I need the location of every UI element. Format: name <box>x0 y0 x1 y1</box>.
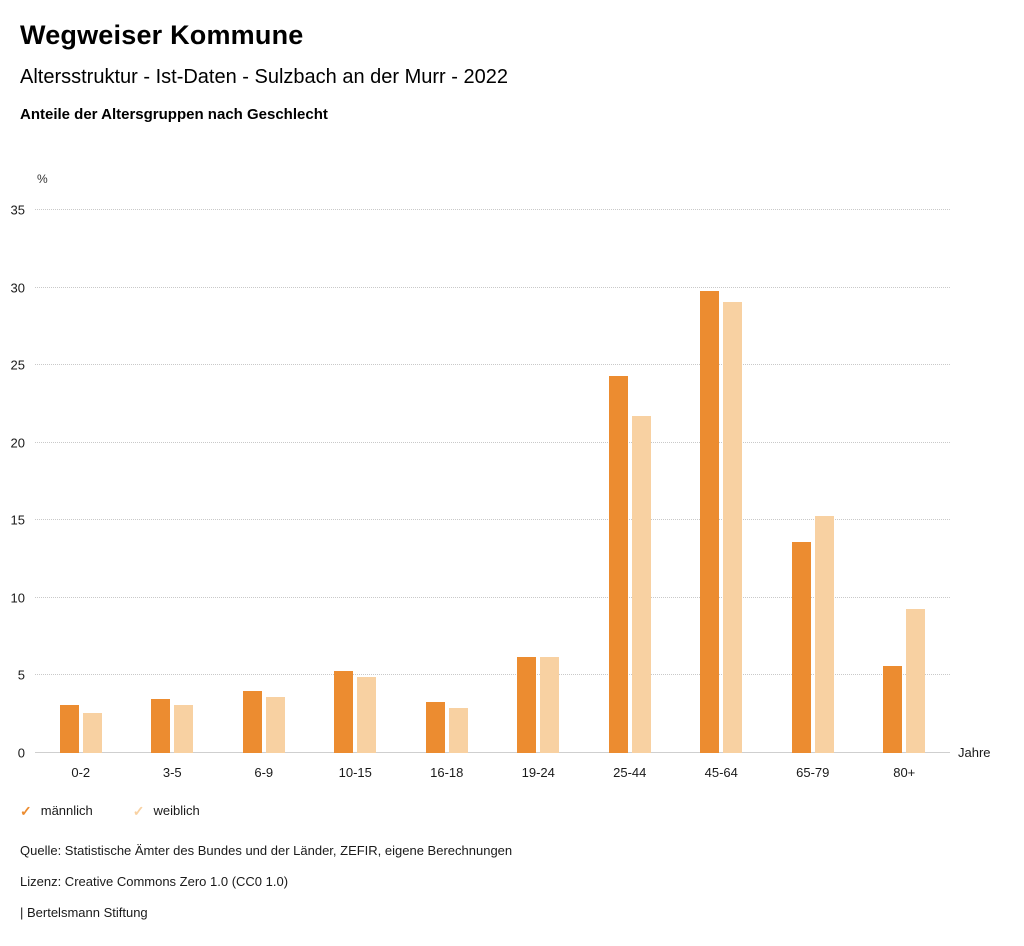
gridline <box>35 209 950 210</box>
bar-weiblich[interactable] <box>82 712 102 753</box>
bar-group <box>425 210 468 753</box>
bar-männlich[interactable] <box>334 670 354 753</box>
bar-group <box>242 210 285 753</box>
y-axis-tick-label: 15 <box>10 512 25 528</box>
bar-group <box>59 210 102 753</box>
bar-männlich[interactable] <box>700 290 720 753</box>
bar-weiblich[interactable] <box>174 704 194 753</box>
x-axis-category-label: 10-15 <box>338 765 372 780</box>
gridline <box>35 752 950 753</box>
x-axis-unit-label: Jahre <box>958 745 991 760</box>
x-axis-category-label: 19-24 <box>521 765 555 780</box>
x-axis-category-label: 16-18 <box>430 765 464 780</box>
bar-weiblich[interactable] <box>723 301 743 753</box>
bar-männlich[interactable] <box>151 698 171 753</box>
y-axis-tick-label: 25 <box>10 357 25 373</box>
y-axis-tick-label: 10 <box>10 590 25 606</box>
bar-weiblich[interactable] <box>265 697 285 753</box>
gridline <box>35 364 950 366</box>
legend-label: weiblich <box>153 803 200 818</box>
legend-item-weiblich[interactable]: ✓ weiblich <box>133 803 200 818</box>
check-icon: ✓ <box>132 802 145 819</box>
legend-label: männlich <box>40 803 93 818</box>
bar-männlich[interactable] <box>791 542 811 753</box>
legend-item-maennlich[interactable]: ✓ männlich <box>20 803 93 818</box>
bar-group <box>791 210 834 753</box>
bar-weiblich[interactable] <box>631 416 651 753</box>
bar-weiblich[interactable] <box>906 608 926 753</box>
footer-attribution: | Bertelsmann Stiftung <box>20 905 148 920</box>
y-axis-unit-label: % <box>37 172 48 186</box>
footer-source: Quelle: Statistische Ämter des Bundes un… <box>20 843 513 858</box>
gridline <box>35 286 950 288</box>
footer-license: Lizenz: Creative Commons Zero 1.0 (CC0 1… <box>20 874 289 889</box>
gridline <box>35 674 950 676</box>
y-axis-tick-label: 35 <box>10 202 25 218</box>
bar-männlich[interactable] <box>608 376 628 753</box>
bar-group <box>608 210 651 753</box>
y-axis-tick-label: 20 <box>10 435 25 451</box>
page-title: Wegweiser Kommune <box>20 20 304 50</box>
y-axis-tick-label: 30 <box>10 280 25 296</box>
x-axis-category-label: 6-9 <box>254 765 274 780</box>
x-axis-category-label: 3-5 <box>162 765 182 780</box>
y-axis-tick-label: 0 <box>17 745 25 761</box>
bar-männlich[interactable] <box>517 656 537 753</box>
y-axis-tick-label: 5 <box>17 667 25 683</box>
bar-group <box>151 210 194 753</box>
chart-legend: ✓ männlich ✓ weiblich <box>20 803 200 818</box>
page-subtitle: Altersstruktur - Ist-Daten - Sulzbach an… <box>20 66 508 88</box>
bar-männlich[interactable] <box>242 690 262 753</box>
x-axis-category-label: 0-2 <box>71 765 91 780</box>
bar-group <box>517 210 560 753</box>
bar-weiblich[interactable] <box>448 708 468 753</box>
bar-männlich[interactable] <box>883 666 903 753</box>
bar-group <box>883 210 926 753</box>
bar-group <box>334 210 377 753</box>
x-axis-category-label: 65-79 <box>796 765 830 780</box>
bar-weiblich[interactable] <box>540 656 560 753</box>
bar-weiblich[interactable] <box>814 515 834 753</box>
gridline <box>35 596 950 598</box>
bar-männlich[interactable] <box>425 701 445 753</box>
check-icon: ✓ <box>20 802 32 819</box>
bar-weiblich[interactable] <box>357 676 377 753</box>
bar-männlich[interactable] <box>59 704 79 753</box>
bar-group <box>700 210 743 753</box>
gridline <box>35 441 950 443</box>
x-axis-category-label: 25-44 <box>613 765 647 780</box>
chart-heading: Anteile der Altersgruppen nach Geschlech… <box>20 106 328 123</box>
chart-plot-area: % Jahre 0 5 10 15 20 25 30 35 0-2 3-5 6-9 10-15 16-1… <box>11 172 991 780</box>
gridline <box>35 519 950 521</box>
x-axis-category-label: 80+ <box>893 765 916 780</box>
x-axis-category-label: 45-64 <box>704 765 738 780</box>
